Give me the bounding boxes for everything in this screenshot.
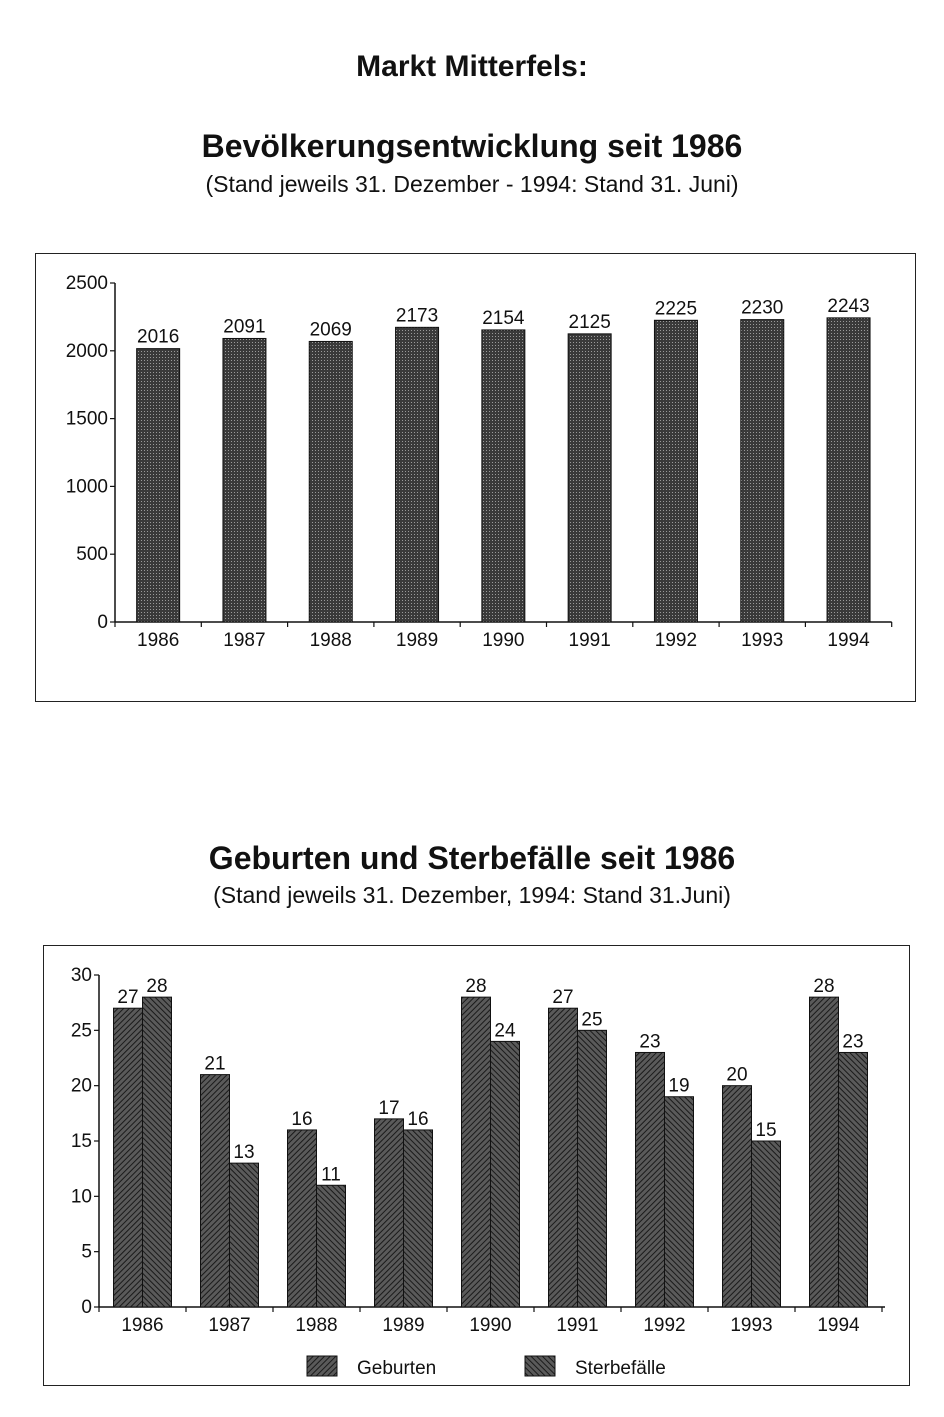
chart1-x-tick-label: 1988 <box>310 630 352 651</box>
births-bar-value-label: 27 <box>552 987 573 1008</box>
chart2-y-tick-label: 5 <box>81 1242 92 1263</box>
deaths-bar <box>403 1129 433 1308</box>
deaths-bar-value-label: 28 <box>146 976 167 997</box>
deaths-bar <box>751 1140 781 1308</box>
births-bar-value-label: 17 <box>378 1098 399 1119</box>
chart2-x-tick-label: 1993 <box>730 1315 772 1336</box>
chart2-x-tick-label: 1986 <box>121 1315 163 1336</box>
chart1-title: Bevölkerungsentwicklung seit 1986 <box>201 128 743 164</box>
deaths-bar-value-label: 11 <box>321 1164 341 1185</box>
chart2-y-tick-label: 0 <box>81 1297 92 1318</box>
chart2-x-tick-label: 1988 <box>295 1315 337 1336</box>
population-bar-value-label: 2091 <box>223 316 265 337</box>
chart1-y-tick-label: 2500 <box>66 273 108 294</box>
legend-swatch-deaths <box>524 1355 556 1377</box>
chart1-y-tick-label: 500 <box>76 544 108 565</box>
deaths-bar <box>664 1096 694 1308</box>
population-bar-value-label: 2230 <box>741 298 783 319</box>
population-bar <box>567 333 612 623</box>
chart1-frame <box>35 253 916 702</box>
chart1-x-tick-label: 1993 <box>741 630 783 651</box>
deaths-bar <box>142 996 172 1308</box>
chart1-y-tick-label: 0 <box>97 612 108 633</box>
chart2-subtitle: (Stand jeweils 31. Dezember, 1994: Stand… <box>213 882 731 908</box>
births-bar <box>809 996 839 1308</box>
population-bar <box>395 326 440 623</box>
chart2-y-tick-label: 25 <box>71 1020 92 1041</box>
chart2-x-tick-label: 1992 <box>643 1315 685 1336</box>
chart2-x-tick-label: 1991 <box>556 1315 598 1336</box>
population-bar <box>826 317 871 623</box>
population-bar-value-label: 2243 <box>827 296 869 317</box>
chart2-frame <box>43 945 910 1386</box>
population-bar-value-label: 2173 <box>396 305 438 326</box>
deaths-bar <box>229 1162 259 1308</box>
chart1-y-tick-label: 2000 <box>66 341 108 362</box>
births-bar-value-label: 20 <box>726 1065 747 1086</box>
population-bar <box>308 340 353 623</box>
population-bar-value-label: 2125 <box>569 312 611 333</box>
population-bar-value-label: 2225 <box>655 298 697 319</box>
births-bar-value-label: 28 <box>465 976 486 997</box>
births-bar <box>635 1051 665 1308</box>
chart1-subtitle: (Stand jeweils 31. Dezember - 1994: Stan… <box>205 171 739 197</box>
population-bar-value-label: 2069 <box>310 319 352 340</box>
births-bar <box>287 1129 317 1308</box>
births-bar-value-label: 27 <box>117 987 138 1008</box>
chart1-x-tick-label: 1987 <box>223 630 265 651</box>
births-bar-value-label: 23 <box>639 1031 660 1052</box>
deaths-bar-value-label: 15 <box>755 1120 776 1141</box>
deaths-bar <box>316 1184 346 1308</box>
chart2-y-tick-label: 15 <box>71 1131 92 1152</box>
population-bar <box>653 319 698 623</box>
population-bar <box>740 319 785 623</box>
births-deaths-bar-chart: 0 5 10 15 20 25 30 27 28 1986 21 13 1987 16 11 1988 17 16… <box>71 965 885 1379</box>
births-bar-value-label: 16 <box>291 1109 312 1130</box>
population-bar <box>222 337 267 623</box>
population-bar <box>481 329 526 623</box>
chart1-y-tick-label: 1500 <box>66 409 108 430</box>
chart2-title: Geburten und Sterbefälle seit 1986 <box>208 840 736 876</box>
chart2-x-tick-label: 1990 <box>469 1315 511 1336</box>
chart2-y-tick-label: 30 <box>71 965 92 986</box>
legend-label-births: Geburten <box>357 1358 436 1379</box>
births-bar-value-label: 28 <box>813 976 834 997</box>
chart1-x-tick-label: 1991 <box>569 630 611 651</box>
population-bar <box>136 348 181 623</box>
population-bar-value-label: 2154 <box>482 308 525 329</box>
deaths-bar <box>490 1040 520 1308</box>
deaths-bar <box>838 1051 868 1308</box>
births-bar-value-label: 21 <box>204 1054 225 1075</box>
chart2-x-tick-label: 1989 <box>382 1315 424 1336</box>
chart1-x-tick-label: 1992 <box>655 630 697 651</box>
deaths-bar-value-label: 23 <box>842 1031 863 1052</box>
deaths-bar-value-label: 19 <box>668 1076 689 1097</box>
births-bar <box>722 1085 752 1308</box>
legend-label-deaths: Sterbefälle <box>575 1358 666 1379</box>
deaths-bar-value-label: 24 <box>494 1020 516 1041</box>
chart1-x-tick-label: 1994 <box>827 630 870 651</box>
births-bar <box>113 1007 143 1308</box>
chart1-y-tick-label: 1000 <box>66 476 108 497</box>
births-bar <box>374 1118 404 1308</box>
births-bar <box>548 1007 578 1308</box>
deaths-bar <box>577 1029 607 1308</box>
deaths-bar-value-label: 25 <box>581 1009 602 1030</box>
chart1-x-tick-label: 1990 <box>482 630 524 651</box>
deaths-bar-value-label: 16 <box>407 1109 428 1130</box>
chart2-y-tick-label: 10 <box>71 1186 92 1207</box>
chart2-x-tick-label: 1987 <box>208 1315 250 1336</box>
deaths-bar-value-label: 13 <box>233 1142 254 1163</box>
births-bar <box>200 1074 230 1308</box>
chart2-x-tick-label: 1994 <box>817 1315 860 1336</box>
chart1-x-tick-label: 1986 <box>137 630 179 651</box>
population-bar-chart: 0 500 1000 1500 2000 2500 2016 1986 2091 1987 2069… <box>66 273 893 651</box>
page-title: Markt Mitterfels: <box>356 50 588 83</box>
chart1-x-tick-label: 1989 <box>396 630 438 651</box>
population-bar-value-label: 2016 <box>137 327 179 348</box>
legend-swatch-births <box>306 1355 338 1377</box>
births-bar <box>461 996 491 1308</box>
chart2-y-tick-label: 20 <box>71 1076 92 1097</box>
